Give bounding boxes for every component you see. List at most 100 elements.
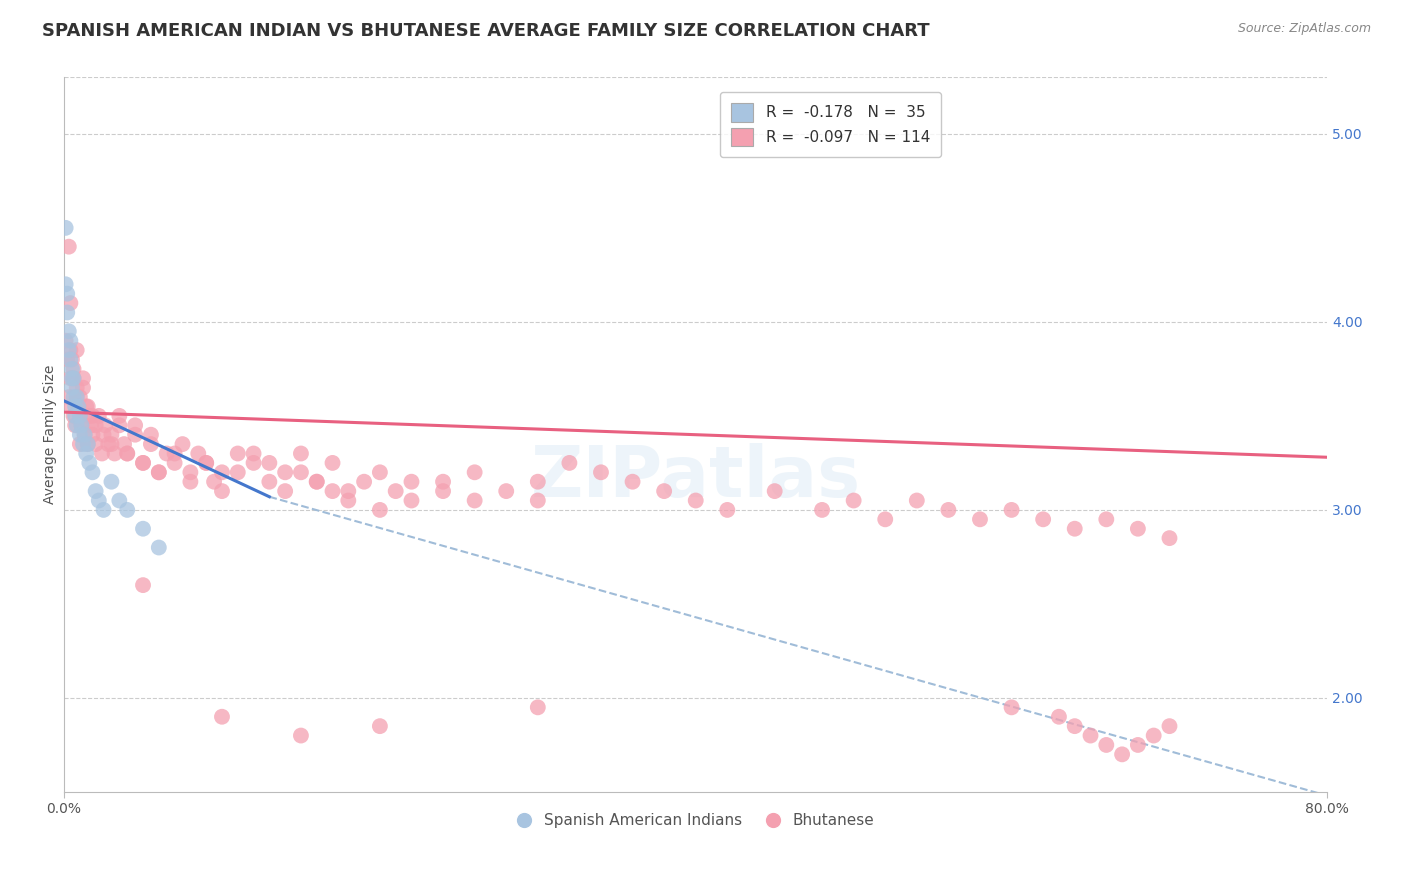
Point: [60, 362, 83, 376]
Point: [58, 390, 80, 404]
Point: [322, 456, 344, 470]
Point: [69, 390, 91, 404]
Point: [163, 446, 186, 460]
Point: [72, 381, 94, 395]
Point: [62, 371, 84, 385]
Point: [100, 427, 122, 442]
Point: [69, 427, 91, 442]
Point: [55, 334, 77, 348]
Point: [115, 503, 138, 517]
Point: [70, 418, 93, 433]
Point: [148, 541, 170, 555]
Point: [132, 522, 155, 536]
Point: [60, 400, 83, 414]
Point: [59, 334, 82, 348]
Point: [1111, 747, 1133, 762]
Point: [62, 409, 84, 423]
Point: [104, 446, 127, 460]
Point: [589, 465, 612, 479]
Point: [1159, 531, 1181, 545]
Point: [1032, 512, 1054, 526]
Point: [195, 456, 218, 470]
Point: [108, 493, 131, 508]
Point: [59, 371, 82, 385]
Point: [63, 409, 86, 423]
Point: [148, 465, 170, 479]
Text: ZIPatlas: ZIPatlas: [530, 443, 860, 512]
Point: [66, 343, 89, 357]
Point: [156, 446, 179, 460]
Point: [179, 465, 201, 479]
Point: [59, 352, 82, 367]
Point: [67, 400, 90, 414]
Point: [75, 400, 97, 414]
Point: [226, 446, 249, 460]
Point: [108, 418, 131, 433]
Point: [72, 437, 94, 451]
Point: [401, 493, 423, 508]
Point: [66, 390, 89, 404]
Point: [124, 427, 146, 442]
Point: [763, 484, 786, 499]
Point: [652, 484, 675, 499]
Point: [1159, 719, 1181, 733]
Point: [464, 493, 486, 508]
Point: [55, 277, 77, 292]
Point: [211, 484, 233, 499]
Point: [59, 296, 82, 310]
Point: [163, 456, 186, 470]
Point: [337, 493, 360, 508]
Point: [337, 484, 360, 499]
Point: [905, 493, 928, 508]
Point: [58, 343, 80, 357]
Point: [187, 446, 209, 460]
Point: [1000, 700, 1022, 714]
Point: [94, 418, 117, 433]
Point: [1000, 503, 1022, 517]
Point: [432, 475, 454, 489]
Point: [84, 418, 107, 433]
Point: [259, 456, 281, 470]
Point: [274, 484, 297, 499]
Point: [82, 409, 104, 423]
Point: [1143, 729, 1166, 743]
Point: [368, 503, 391, 517]
Point: [969, 512, 991, 526]
Point: [63, 418, 86, 433]
Point: [1126, 522, 1149, 536]
Point: [70, 418, 93, 433]
Point: [1063, 719, 1085, 733]
Point: [115, 446, 138, 460]
Point: [132, 578, 155, 592]
Point: [124, 418, 146, 433]
Point: [66, 390, 89, 404]
Point: [621, 475, 644, 489]
Point: [401, 475, 423, 489]
Point: [69, 409, 91, 423]
Point: [93, 503, 115, 517]
Point: [76, 400, 98, 414]
Point: [66, 381, 89, 395]
Point: [290, 465, 312, 479]
Point: [527, 700, 550, 714]
Point: [558, 456, 581, 470]
Text: SPANISH AMERICAN INDIAN VS BHUTANESE AVERAGE FAMILY SIZE CORRELATION CHART: SPANISH AMERICAN INDIAN VS BHUTANESE AVE…: [42, 22, 929, 40]
Point: [464, 465, 486, 479]
Point: [716, 503, 738, 517]
Point: [84, 437, 107, 451]
Point: [73, 427, 96, 442]
Point: [97, 437, 120, 451]
Point: [290, 446, 312, 460]
Point: [875, 512, 897, 526]
Point: [202, 475, 225, 489]
Point: [274, 465, 297, 479]
Y-axis label: Average Family Size: Average Family Size: [44, 365, 58, 504]
Point: [179, 475, 201, 489]
Point: [82, 427, 104, 442]
Point: [384, 484, 406, 499]
Point: [62, 371, 84, 385]
Point: [67, 400, 90, 414]
Point: [938, 503, 960, 517]
Point: [84, 484, 107, 499]
Legend: Spanish American Indians, Bhutanese: Spanish American Indians, Bhutanese: [510, 807, 880, 834]
